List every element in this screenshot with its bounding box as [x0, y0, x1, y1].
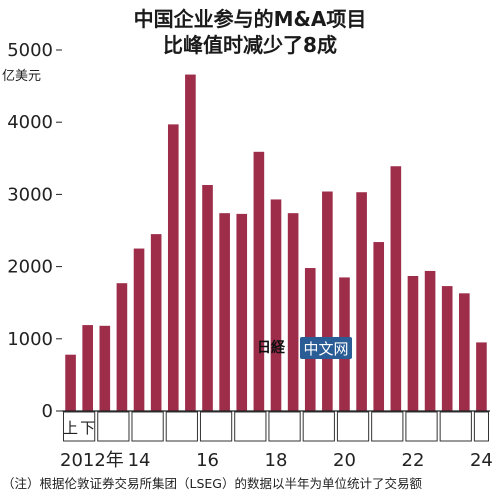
x-year-box: [131, 411, 164, 442]
bar: [270, 199, 282, 411]
bar: [82, 325, 93, 411]
y-tick-label: 4000: [7, 112, 53, 133]
bar: [236, 213, 248, 411]
x-tick-label: 24: [470, 450, 493, 471]
x-year-box: [234, 411, 267, 442]
watermark-background: [300, 337, 352, 359]
bar: [116, 283, 128, 411]
bar: [424, 270, 436, 411]
bar: [441, 286, 453, 411]
bar: [185, 74, 196, 411]
y-axis: 0 1000 2000 3000 4000 5000: [7, 40, 62, 422]
x-axis-period-boxes: 上下: [63, 411, 490, 442]
watermark-logo-text: 日経: [257, 339, 286, 356]
x-tick-label: 22: [402, 450, 425, 471]
x-tick-label: 18: [265, 450, 288, 471]
x-tick-label: 14: [128, 450, 151, 471]
x-year-box: [165, 411, 198, 442]
bar: [150, 234, 162, 411]
bar: [167, 124, 179, 411]
chart-subtitle: 比峰值时减少了8成: [163, 33, 337, 57]
x-year-box: [336, 411, 370, 442]
x-year-box: [97, 411, 130, 442]
x-year-box: [268, 411, 301, 442]
bar: [476, 342, 487, 411]
y-tick-label: 1000: [7, 329, 53, 350]
bar: [219, 213, 230, 411]
x-year-box: [199, 411, 233, 442]
x-year-box: [439, 411, 472, 442]
chart-title: 中国企业参与的M&A项目: [134, 7, 367, 31]
bar: [287, 213, 299, 411]
x-tick-label: 20: [333, 450, 356, 471]
bar: [253, 151, 265, 411]
nikkei-watermark: 日経 中文网: [257, 337, 352, 359]
y-axis-unit-label: 亿美元: [2, 69, 41, 84]
bar: [133, 248, 145, 411]
bar-series: [65, 74, 487, 411]
x-tick-label: 2012年: [60, 450, 124, 471]
x-year-box: [405, 411, 438, 442]
y-tick-label: 2000: [7, 257, 53, 278]
source-note: （注）根据伦敦证券交易所集团（LSEG）的数据以半年为单位统计了交易额: [2, 476, 422, 491]
bar: [322, 191, 333, 411]
bar: [407, 275, 419, 411]
x-half-year-label: 下: [80, 419, 95, 437]
bar: [459, 293, 470, 411]
y-tick-label: 3000: [7, 184, 53, 205]
bar: [390, 166, 402, 411]
bar: [99, 325, 111, 411]
x-year-box: [302, 411, 335, 442]
bar: [202, 185, 213, 411]
y-tick-label: 5000: [7, 40, 53, 61]
x-axis-tick-labels: 2012年 14 16 18 20 22 24: [60, 450, 493, 471]
x-tick-label: 16: [196, 450, 219, 471]
watermark-text: 中文网: [303, 340, 348, 358]
bar: [373, 242, 385, 411]
y-tick-label: 0: [42, 401, 53, 422]
x-half-year-label: 上: [63, 419, 78, 437]
x-year-box: [371, 411, 404, 442]
x-year-box: [473, 411, 490, 442]
x-year-box: [63, 411, 96, 442]
bar: [356, 192, 367, 411]
bar: [65, 354, 76, 411]
